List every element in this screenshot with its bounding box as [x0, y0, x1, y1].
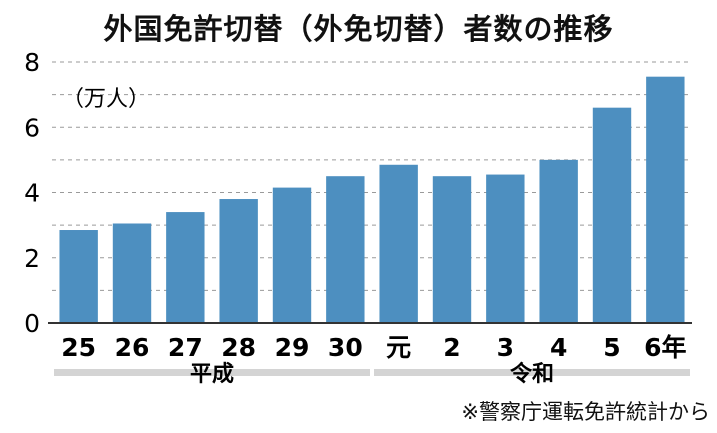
- era-band: [374, 369, 690, 376]
- era-groups: 平成 令和: [54, 361, 690, 387]
- era-label: 平成: [190, 362, 234, 387]
- y-tick-label: 4: [24, 179, 40, 208]
- x-tick-label: 26: [115, 333, 150, 362]
- bar: [379, 164, 418, 323]
- bar: [326, 176, 365, 323]
- chart-title: 外国免許切替（外免切替）者数の推移: [103, 12, 614, 46]
- bar: [432, 176, 472, 323]
- y-tick-labels: 0 2 4 6 8: [24, 48, 40, 338]
- x-tick-label: 29: [275, 333, 310, 362]
- x-tick-label: 2: [443, 333, 460, 362]
- x-tick-label: 3: [497, 333, 514, 362]
- bar: [592, 107, 632, 323]
- bar: [59, 230, 98, 323]
- bar: [539, 159, 578, 323]
- x-tick-labels: 25 26 27 28 29 30 元 2 3 4 5 6年: [61, 333, 686, 362]
- bar: [272, 187, 312, 323]
- bars: [59, 76, 685, 324]
- y-tick-label: 2: [24, 244, 40, 273]
- y-tick-label: 8: [24, 48, 40, 77]
- y-tick-label: 6: [24, 113, 40, 142]
- x-tick-label: 5: [603, 333, 620, 362]
- unit-label: （万人）: [62, 87, 150, 112]
- bar: [646, 76, 685, 324]
- era-band: [54, 369, 370, 376]
- bar: [166, 212, 205, 323]
- source-note: ※警察庁運転免許統計から: [461, 400, 710, 424]
- bar: [486, 174, 525, 323]
- x-tick-label: 30: [328, 333, 363, 362]
- x-tick-label: 元: [386, 333, 411, 362]
- x-tick-label: 27: [168, 333, 203, 362]
- x-tick-label: 6年: [644, 333, 686, 362]
- x-tick-label: 4: [550, 333, 567, 362]
- grid-lines: [52, 61, 692, 291]
- x-tick-label: 25: [61, 333, 96, 362]
- bar: [112, 223, 152, 323]
- x-tick-label: 28: [221, 333, 256, 362]
- bar: [219, 199, 258, 323]
- era-label: 令和: [510, 361, 554, 387]
- y-tick-label: 0: [24, 309, 40, 338]
